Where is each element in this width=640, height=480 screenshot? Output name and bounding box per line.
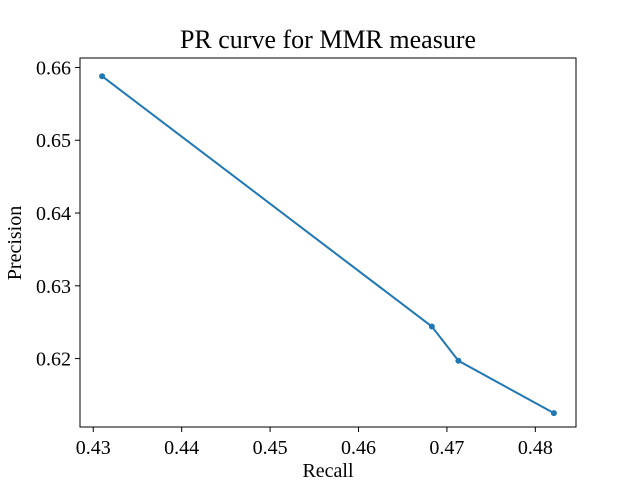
y-tick-label: 0.63: [36, 276, 71, 298]
x-tick-label: 0.43: [76, 437, 111, 459]
series-line: [101, 75, 555, 415]
y-tick-label: 0.62: [36, 349, 71, 371]
y-tick-label: 0.66: [36, 57, 71, 79]
x-tick-label: 0.47: [429, 437, 464, 459]
chart-title: PR curve for MMR measure: [180, 25, 476, 54]
x-axis-label: Recall: [302, 460, 354, 480]
x-axis: 0.43 0.44 0.45 0.46 0.47 0.48: [76, 427, 553, 459]
series-layer: [99, 73, 557, 417]
data-point: [455, 357, 462, 364]
plot-area-frame: [79, 57, 577, 428]
y-axis: 0.62 0.63 0.64 0.65 0.66: [36, 57, 80, 371]
y-tick-label: 0.65: [36, 130, 71, 152]
x-tick-label: 0.44: [164, 437, 199, 459]
data-point: [99, 73, 106, 80]
x-tick-label: 0.48: [518, 437, 553, 459]
y-axis-label: Precision: [4, 206, 26, 280]
data-point: [428, 323, 435, 330]
y-tick-label: 0.64: [36, 203, 71, 225]
x-tick-label: 0.45: [253, 437, 288, 459]
data-point: [550, 410, 557, 417]
x-tick-label: 0.46: [341, 437, 376, 459]
